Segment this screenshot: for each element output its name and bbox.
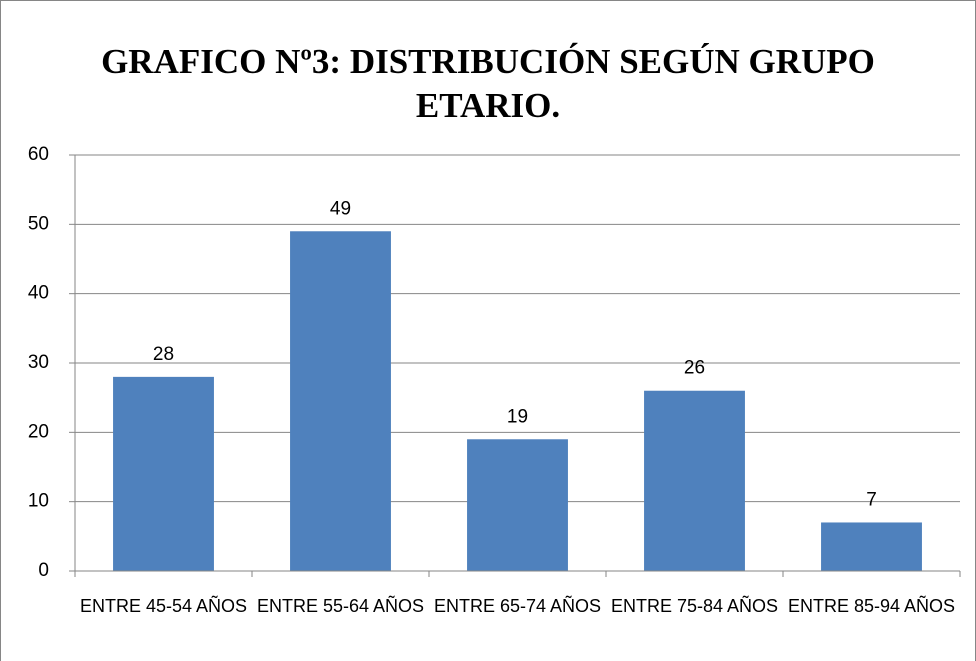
y-tick-label: 50 (28, 213, 49, 234)
x-tick-label: ENTRE 75-84 AÑOS (610, 596, 779, 616)
bar (644, 390, 745, 571)
y-tick-label: 60 (28, 144, 49, 165)
x-tick-label: ENTRE 65-74 AÑOS (433, 596, 602, 616)
bar (113, 376, 214, 571)
bar (821, 522, 922, 571)
x-tick-label: ENTRE 55-64 AÑOS (256, 596, 425, 616)
y-tick-label: 40 (28, 283, 49, 304)
data-label: 26 (684, 358, 705, 379)
x-tick-label: ENTRE 45-54 AÑOS (79, 596, 248, 616)
data-label: 7 (866, 489, 877, 510)
y-tick-label: 30 (28, 352, 49, 373)
y-tick-label: 20 (28, 421, 49, 442)
bar (467, 439, 568, 571)
bar (290, 231, 391, 571)
data-label: 28 (153, 344, 174, 365)
data-label: 49 (330, 198, 351, 219)
y-tick-label: 0 (38, 560, 49, 581)
data-label: 19 (507, 406, 528, 427)
y-tick-label: 10 (28, 491, 49, 512)
chart-title: GRAFICO Nº3: DISTRIBUCIÓN SEGÚN GRUPO ET… (101, 42, 875, 125)
x-tick-label: ENTRE 85-94 AÑOS (787, 596, 956, 616)
